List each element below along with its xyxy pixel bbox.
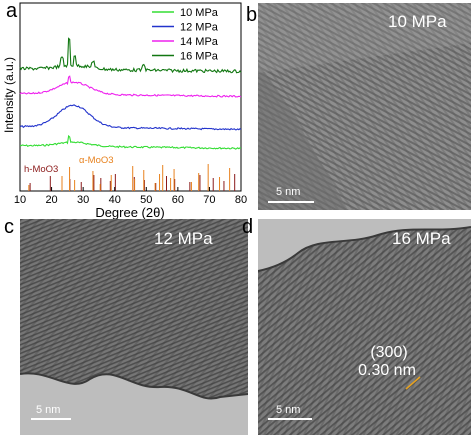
ref-label-alpha-moo3: α-MoO3 [79, 155, 114, 166]
xrd-series-16-mpa [19, 37, 242, 74]
ref-label-h-moo3: h-MoO3 [24, 164, 58, 175]
scale-text-b: 5 nm [276, 186, 301, 198]
tem-image-c [20, 219, 248, 435]
scale-text-c: 5 nm [36, 404, 61, 416]
tem-image-d [258, 219, 471, 435]
legend-label: 16 MPa [180, 51, 219, 63]
scale-bar-c [31, 418, 71, 420]
x-tick-label: 50 [140, 194, 152, 206]
xrd-x-axis-label: Degree (2θ) [95, 205, 164, 220]
x-tick-label: 30 [77, 194, 89, 206]
pressure-label-c: 12 MPa [154, 229, 213, 248]
x-tick-label: 60 [172, 194, 184, 206]
pressure-label-b: 10 MPa [388, 12, 447, 31]
xrd-series-10-mpa [19, 134, 241, 150]
pressure-label-d: 16 MPa [392, 229, 451, 248]
legend-label: 12 MPa [180, 22, 219, 34]
x-tick-label: 10 [14, 194, 26, 206]
xrd-chart: 10 20 30 40 50 60 70 80 10 MPa 12 MPa 14 MPa 16 MP… [2, 2, 247, 220]
xrd-series-12-mpa [19, 104, 242, 131]
x-tick-label: 40 [109, 194, 121, 206]
xrd-x-ticks: 10 20 30 40 50 60 70 80 [14, 187, 247, 206]
panel-b-letter: b [246, 4, 258, 26]
scale-bar-b [268, 201, 314, 203]
xrd-curves [19, 37, 242, 150]
lattice-spacing-marker [405, 376, 421, 390]
xrd-series-14-mpa [19, 75, 242, 98]
legend-label: 10 MPa [180, 7, 219, 19]
tem-image-b [258, 3, 471, 210]
panel-a-letter: a [6, 0, 18, 22]
xrd-plot-frame [19, 2, 242, 192]
x-tick-label: 20 [45, 194, 57, 206]
plane-label-d: (300) [370, 344, 408, 361]
xrd-y-axis-label: Intensity (a.u.) [2, 57, 16, 133]
x-tick-label: 70 [203, 194, 215, 206]
scale-text-d: 5 nm [276, 404, 301, 416]
scale-bar-d [268, 418, 312, 420]
panel-d-letter: d [242, 216, 254, 238]
panel-c-letter: c [4, 216, 14, 238]
xrd-reference-lines [28, 164, 236, 191]
spacing-label-d: 0.30 nm [358, 362, 416, 379]
x-tick-label: 80 [235, 194, 247, 206]
xrd-legend: 10 MPa 12 MPa 14 MPa 16 MPa [152, 7, 219, 63]
legend-label: 14 MPa [180, 36, 219, 48]
